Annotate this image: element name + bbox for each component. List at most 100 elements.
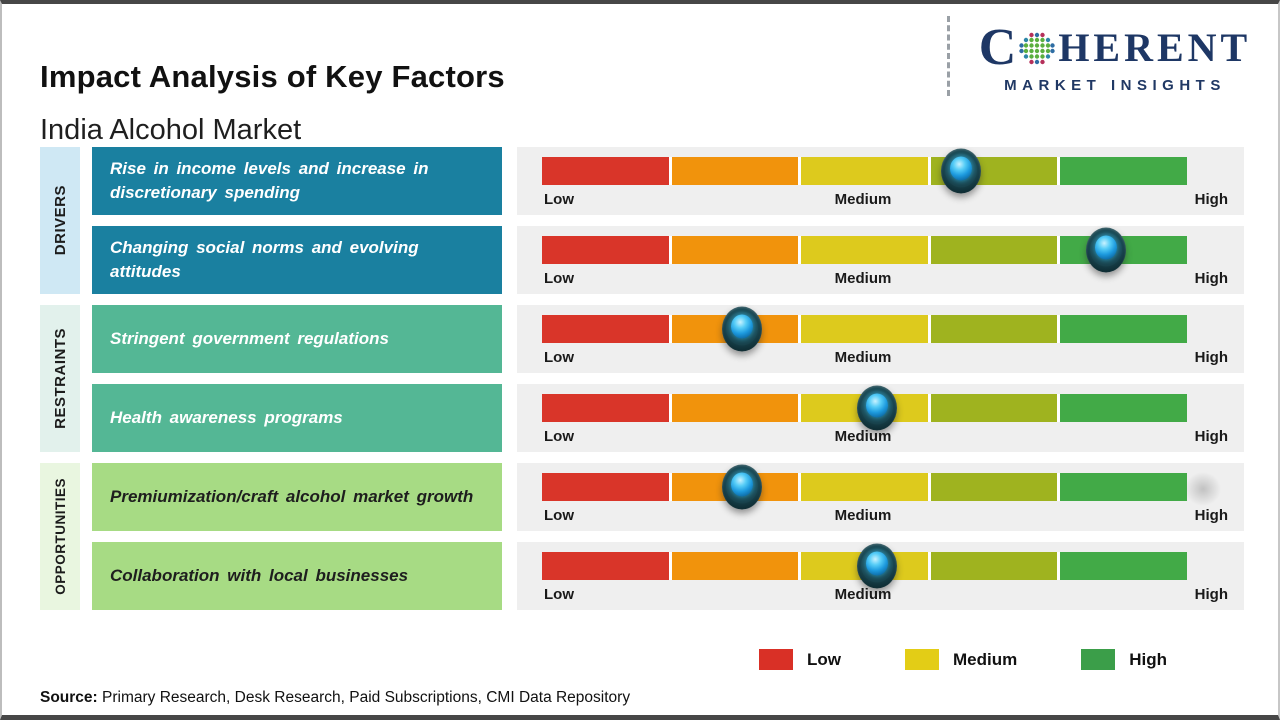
impact-scale-row-1: Low Medium High [517,147,1244,215]
scale-label-medium: Medium [834,349,892,366]
bar-segment-yellow [801,315,928,343]
scale-label-medium: Medium [834,507,892,524]
legend-item-low: Low [759,649,841,670]
scale-label-high: High [1194,349,1228,366]
scale-label-high: High [1194,586,1228,603]
impact-slider-knob[interactable] [857,385,898,431]
coherent-market-insights-logo: C HERENT MARKET INSIGHTS [965,22,1265,95]
scale-label-high: High [1194,270,1228,287]
impact-gradient-bar [542,306,1187,352]
legend-swatch-medium [905,649,939,670]
bar-segment-olive [930,315,1058,343]
factor-card-government-regulations: Stringent government regulations [92,305,502,373]
factor-card-social-norms: Changing social norms and evolving attit… [92,226,502,294]
bar-segment-yellow [801,473,928,501]
scale-label-medium: Medium [834,270,892,287]
source-note: Source: Primary Research, Desk Research,… [40,689,630,707]
group-label-restraints: RESTRAINTS [51,328,69,429]
group-label-opportunities: OPPORTUNITIES [52,478,68,595]
legend-item-high: High [1081,649,1167,670]
impact-scale-row-2: Low Medium High [517,226,1244,294]
bar-segment-red [542,394,669,422]
bar-segment-olive [930,552,1058,580]
impact-scale-row-3: Low Medium High [517,305,1244,373]
impact-gradient-bar [542,385,1187,431]
logo-wordmark-rest: HERENT [1058,25,1252,70]
impact-gradient-bar [542,148,1187,194]
bar-segment-green [1060,473,1187,501]
factor-label: Changing social norms and evolving attit… [110,238,419,281]
logo-tagline: MARKET INSIGHTS [1004,77,1226,94]
factor-card-collaboration: Collaboration with local businesses [92,542,502,610]
impact-gradient-bar [542,464,1187,510]
impact-slider-knob[interactable] [1086,227,1127,273]
logo-wordmark: C HERENT [965,22,1265,74]
bar-segment-red [542,552,669,580]
scale-label-high: High [1194,191,1228,208]
factor-label: Health awareness programs [110,408,343,428]
factor-label: Collaboration with local businesses [110,566,409,586]
impact-slider-knob[interactable] [721,464,762,510]
legend-label-high: High [1129,649,1168,669]
scale-label-medium: Medium [834,586,892,603]
scale-label-low: Low [544,428,574,445]
impact-gradient-bar [542,543,1187,589]
bar-shadow-artifact [1185,472,1221,506]
bar-segment-olive [930,473,1058,501]
legend-item-medium: Medium [905,649,1017,670]
bar-segment-green [1060,157,1187,185]
factor-card-health-awareness: Health awareness programs [92,384,502,452]
bar-segment-orange [671,552,799,580]
group-label-drivers: DRIVERS [51,185,69,256]
bar-segment-orange [671,236,799,264]
impact-slider-knob[interactable] [857,543,898,589]
scale-label-medium: Medium [834,191,892,208]
legend-label-medium: Medium [953,649,1018,669]
factor-card-premiumization: Premiumization/craft alcohol market grow… [92,463,502,531]
scale-label-low: Low [544,586,574,603]
bar-segment-olive [930,236,1058,264]
scale-label-low: Low [544,191,574,208]
legend-label-low: Low [807,649,841,669]
page-title: Impact Analysis of Key Factors [40,58,505,94]
bar-segment-olive [930,394,1058,422]
impact-scale-row-4: Low Medium High [517,384,1244,452]
bar-segment-red [542,236,669,264]
factor-label: Stringent government regulations [110,329,389,349]
source-prefix: Source: [40,689,98,706]
legend-swatch-low [759,649,793,670]
legend: Low Medium High [759,649,1167,670]
bar-segment-orange [671,394,799,422]
bar-segment-red [542,315,669,343]
impact-slider-knob[interactable] [941,148,982,194]
coherent-globe-icon [1019,32,1056,65]
bar-segment-red [542,473,669,501]
scale-label-medium: Medium [834,428,892,445]
bar-segment-orange [671,157,799,185]
group-drivers: DRIVERS [40,147,80,294]
bar-segment-green [1060,552,1187,580]
impact-scale-row-6: Low Medium High [517,542,1244,610]
bar-segment-red [542,157,669,185]
group-opportunities: OPPORTUNITIES [40,463,80,610]
bar-segment-yellow [801,236,928,264]
page-subtitle: India Alcohol Market [40,114,302,147]
scale-label-low: Low [544,270,574,287]
factor-label: Rise in income levels and increase in di… [110,159,429,202]
source-text: Primary Research, Desk Research, Paid Su… [97,689,631,706]
factor-card-income-levels: Rise in income levels and increase in di… [92,147,502,215]
impact-gradient-bar [542,227,1187,273]
scale-label-low: Low [544,507,574,524]
group-restraints: RESTRAINTS [40,305,80,452]
logo-divider [947,16,950,96]
impact-slider-knob[interactable] [721,306,762,352]
logo-letter-c: C [978,19,1017,76]
legend-swatch-high [1081,649,1116,670]
scale-label-high: High [1194,507,1228,524]
bar-segment-green [1060,315,1187,343]
bar-segment-yellow [801,157,928,185]
scale-label-high: High [1194,428,1228,445]
scale-label-low: Low [544,349,574,366]
impact-scale-row-5: Low Medium High [517,463,1244,531]
